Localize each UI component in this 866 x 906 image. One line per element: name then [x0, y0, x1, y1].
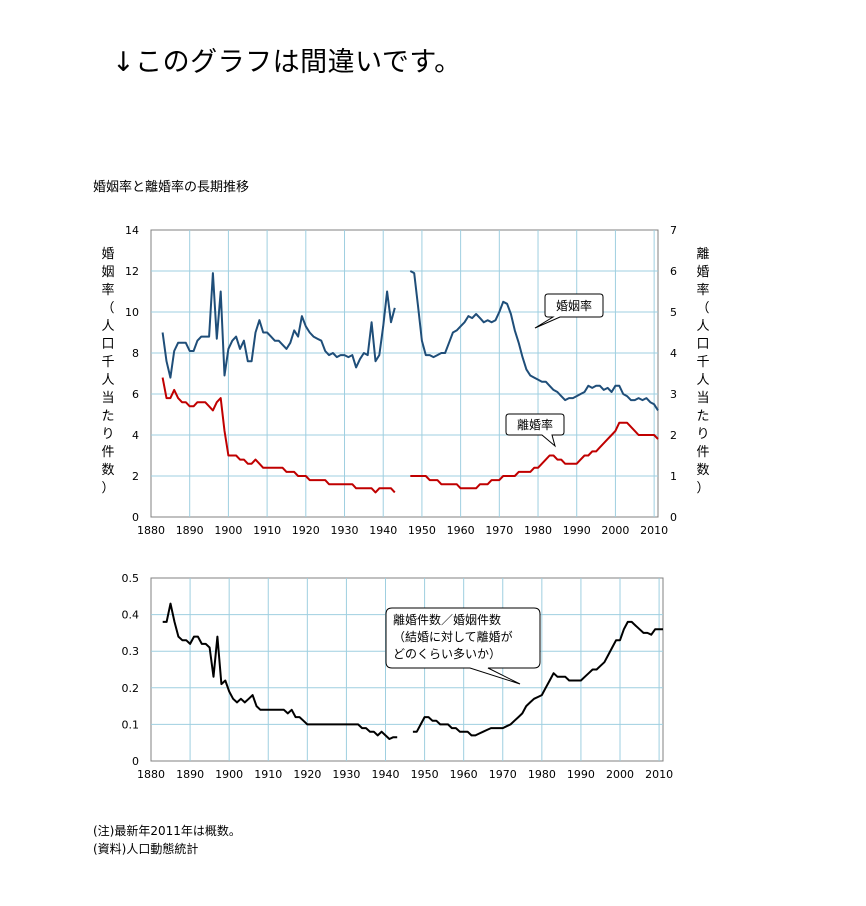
- y-tick-label-left: 6: [132, 388, 139, 401]
- callout-marriage-rate: 婚姻率: [534, 293, 604, 329]
- upper-plot-frame: [150, 229, 659, 518]
- y-tick-label-right: 6: [670, 265, 677, 278]
- x-tick-label: 1980: [528, 768, 556, 781]
- x-tick-label: 1920: [293, 768, 321, 781]
- note-provisional: (注)最新年2011年は概数。: [93, 824, 241, 838]
- x-tick-label: 1910: [253, 524, 281, 537]
- callout-divorce-rate-text: 離婚率: [517, 417, 553, 432]
- y-tick-label-left: 4: [132, 429, 139, 442]
- y-tick-label-left: 0.2: [122, 682, 140, 695]
- y-tick-label-left: 14: [125, 224, 139, 237]
- upper-chart: 1880 1890 1900 1910 1920 1930 1940 1950 1960 1970…: [101, 224, 709, 537]
- callout-ratio: 離婚件数／婚姻件数 （結婚に対して離婚が どのくらい多いか）: [385, 607, 541, 685]
- notes: (注)最新年2011年は概数。 (資料)人口動態統計: [93, 822, 241, 858]
- y-tick-label-left: 0: [132, 511, 139, 524]
- y-tick-label-right: 0: [670, 511, 677, 524]
- x-tick-label: 1930: [332, 768, 360, 781]
- y-tick-label-right: 4: [670, 347, 677, 360]
- x-tick-label: 1880: [137, 524, 165, 537]
- x-tick-label: 1940: [372, 768, 400, 781]
- series-line: [412, 620, 663, 737]
- x-tick-label: 1990: [567, 768, 595, 781]
- series-line: [162, 602, 398, 740]
- y-tick-label-left: 8: [132, 347, 139, 360]
- lower-plot-frame: [150, 577, 664, 762]
- upper-grid: [151, 230, 658, 517]
- y-tick-label-left: 12: [125, 265, 139, 278]
- x-tick-label: 1970: [485, 524, 513, 537]
- series-line: [161, 377, 396, 494]
- y-tick-label-left: 0.4: [122, 609, 140, 622]
- callout-ratio-line2: （結婚に対して離婚が: [393, 629, 513, 644]
- upper-ticks: 1880 1890 1900 1910 1920 1930 1940 1950 1960 1970…: [125, 224, 677, 537]
- x-tick-label: 1880: [137, 768, 165, 781]
- y-tick-label-right: 5: [670, 306, 677, 319]
- x-tick-label: 1900: [214, 524, 242, 537]
- y-tick-label-right: 7: [670, 224, 677, 237]
- chart-subtitle: 婚姻率と離婚率の長期推移: [93, 180, 250, 195]
- lower-ticks: 1880 1890 1900 1910 1920 1930 1940 1950 1960 1970…: [122, 572, 674, 781]
- x-tick-label: 1890: [176, 524, 204, 537]
- x-tick-label: 2010: [645, 768, 673, 781]
- x-tick-label: 1960: [450, 768, 478, 781]
- x-tick-label: 2010: [640, 524, 668, 537]
- y-tick-label-right: 1: [670, 470, 677, 483]
- y-axis-label-left: 婚姻率（人口千人当たり件数）: [101, 247, 114, 496]
- x-tick-label: 1910: [254, 768, 282, 781]
- y-tick-label-left: 0.1: [122, 718, 140, 731]
- x-tick-label: 1900: [215, 768, 243, 781]
- lower-chart: 1880 1890 1900 1910 1920 1930 1940 1950 1960 1970…: [122, 572, 674, 781]
- y-tick-label-left: 0.3: [122, 645, 140, 658]
- note-source: (資料)人口動態統計: [93, 842, 199, 856]
- x-tick-label: 1920: [292, 524, 320, 537]
- x-tick-label: 1950: [411, 768, 439, 781]
- lower-grid: [151, 578, 663, 761]
- callout-ratio-line1: 離婚件数／婚姻件数: [393, 612, 501, 627]
- x-tick-label: 1970: [489, 768, 517, 781]
- page-title: ↓このグラフは間違いです。: [112, 47, 462, 78]
- x-tick-label: 1950: [408, 524, 436, 537]
- x-tick-label: 1890: [176, 768, 204, 781]
- callout-marriage-rate-text: 婚姻率: [556, 298, 592, 313]
- x-tick-label: 2000: [606, 768, 634, 781]
- upper-lines: [161, 270, 659, 494]
- y-tick-label-left: 10: [125, 306, 139, 319]
- x-tick-label: 1990: [563, 524, 591, 537]
- y-axis-label-right: 離婚率（人口千人当たり件数）: [696, 247, 709, 496]
- x-tick-label: 1960: [447, 524, 475, 537]
- y-tick-label-left: 0: [132, 755, 139, 768]
- series-line: [161, 272, 396, 379]
- x-tick-label: 1980: [524, 524, 552, 537]
- x-tick-label: 1930: [331, 524, 359, 537]
- x-tick-label: 1940: [369, 524, 397, 537]
- callout-divorce-rate: 離婚率: [505, 413, 565, 448]
- series-line: [409, 270, 659, 411]
- lower-lines: [162, 602, 663, 740]
- y-tick-label-right: 3: [670, 388, 677, 401]
- y-tick-label-left: 0.5: [122, 572, 140, 585]
- callout-ratio-line3: どのくらい多いか）: [393, 647, 501, 661]
- series-line: [410, 421, 659, 490]
- y-tick-label-right: 2: [670, 429, 677, 442]
- x-tick-label: 2000: [601, 524, 629, 537]
- y-tick-label-left: 2: [132, 470, 139, 483]
